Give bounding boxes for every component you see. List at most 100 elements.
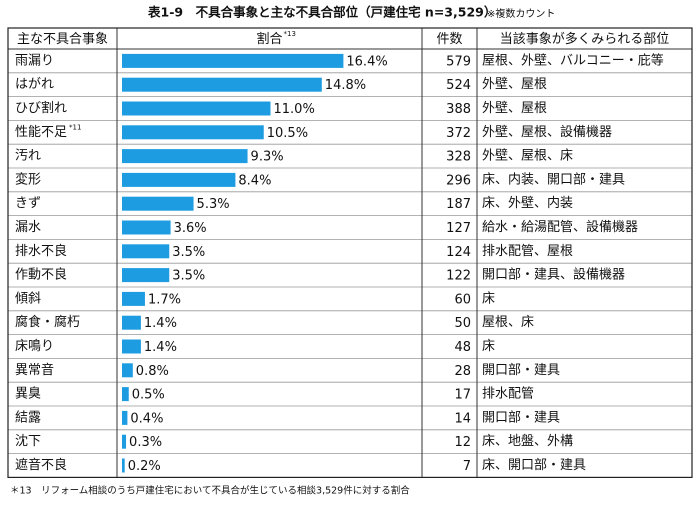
event: 雨漏り <box>15 52 54 68</box>
event: 結露 <box>15 410 41 425</box>
count: 579 <box>446 54 471 69</box>
event: ひび割れ <box>15 100 67 116</box>
column-header: 主な不具合事象 <box>17 32 108 47</box>
percent-label: 5.3% <box>197 197 230 212</box>
parts: 床 <box>482 291 495 306</box>
bar <box>122 363 133 378</box>
title: 表1-9 不具合事象と主な不具合部位（戸建住宅 n=3,529） <box>147 5 496 20</box>
percent-label: 1.7% <box>148 292 181 307</box>
parts: 排水配管、屋根 <box>482 244 573 259</box>
bar <box>122 315 141 330</box>
percent-label: 0.2% <box>128 459 161 474</box>
percent-label: 0.4% <box>130 411 163 426</box>
count: 50 <box>454 316 471 331</box>
parts: 床、地盤、外構 <box>482 434 573 449</box>
event: 作動不良 <box>15 267 67 283</box>
percent-label: 1.4% <box>144 340 177 355</box>
count: 28 <box>454 364 471 379</box>
bar <box>122 387 129 402</box>
parts: 開口部・建具 <box>482 363 560 378</box>
percent-label: 3.5% <box>172 269 205 284</box>
header-bg <box>8 28 692 49</box>
bar <box>122 434 127 449</box>
count: 14 <box>454 411 471 426</box>
parts: 開口部・建具 <box>482 410 560 425</box>
percent-label: 3.6% <box>174 221 207 236</box>
column-header: 割合 <box>256 31 282 47</box>
parts: 外壁、屋根 <box>482 101 547 116</box>
event: 排水不良 <box>15 243 67 259</box>
event: 汚れ <box>15 149 41 164</box>
parts: 屋根、床 <box>482 315 534 330</box>
percent-label: 1.4% <box>144 316 177 331</box>
column-header: 当該事象が多くみられる部位 <box>500 31 670 47</box>
bar <box>122 458 125 473</box>
event: きず <box>15 196 41 211</box>
count: 328 <box>446 150 471 165</box>
parts: 床、内装、開口部・建具 <box>482 171 625 187</box>
count: 122 <box>446 269 471 284</box>
count: 60 <box>454 292 471 307</box>
column-header: 件数 <box>436 32 462 47</box>
parts: 屋根、外壁、バルコニー・庇等 <box>482 52 664 68</box>
parts: 外壁、屋根、設備機器 <box>482 124 612 140</box>
event: はがれ <box>15 77 54 92</box>
count: 187 <box>446 197 471 212</box>
event: 沈下 <box>15 434 41 449</box>
percent-label: 0.8% <box>136 364 169 379</box>
bar <box>122 149 248 164</box>
parts: 排水配管 <box>482 387 534 402</box>
event: 異臭 <box>15 387 41 402</box>
bar <box>122 196 194 211</box>
percent-label: 9.3% <box>251 150 284 165</box>
bar <box>122 53 344 68</box>
event: 床鳴り <box>15 339 54 354</box>
count: 17 <box>454 388 471 403</box>
count: 48 <box>454 340 471 355</box>
count: 524 <box>446 78 471 93</box>
parts: 外壁、屋根、床 <box>482 149 573 164</box>
event: 変形 <box>15 171 41 187</box>
percent-label: 0.3% <box>129 435 162 450</box>
title-note: ※複数カウント <box>487 7 555 20</box>
event: 腐食・腐朽 <box>15 314 80 330</box>
parts: 外壁、屋根 <box>482 77 547 92</box>
footnote: ＊13 リフォーム相談のうち戸建住宅において不具合が生じている相談3,529件に… <box>10 485 410 497</box>
bar <box>122 125 264 140</box>
parts: 床 <box>482 339 495 354</box>
count: 388 <box>446 102 471 117</box>
bar <box>122 101 271 116</box>
parts: 開口部・建具、設備機器 <box>482 267 625 283</box>
count: 12 <box>454 435 471 450</box>
parts: 床、外壁、内装 <box>482 195 573 211</box>
event: 傾斜 <box>15 291 41 306</box>
bar <box>122 339 141 354</box>
bar <box>122 172 236 187</box>
count: 124 <box>446 245 471 260</box>
event: 異常音 <box>15 362 54 378</box>
bar <box>122 268 170 283</box>
bar <box>122 410 128 425</box>
percent-label: 11.0% <box>274 102 315 117</box>
parts: 給水・給湯配管、設備機器 <box>482 219 638 235</box>
percent-label: 8.4% <box>238 173 271 188</box>
percent-label: 16.4% <box>346 54 387 69</box>
event: 漏水 <box>15 219 41 235</box>
count: 7 <box>463 459 471 474</box>
count: 296 <box>446 173 471 188</box>
bar <box>122 291 145 306</box>
percent-label: 0.5% <box>132 388 165 403</box>
percent-label: 3.5% <box>172 245 205 260</box>
percent-label: 10.5% <box>267 126 308 141</box>
count: 127 <box>446 221 471 236</box>
column-note: *13 <box>284 30 296 38</box>
count: 372 <box>446 126 471 141</box>
bar <box>122 220 171 235</box>
bar <box>122 77 322 92</box>
table-border <box>7 27 693 478</box>
percent-label: 14.8% <box>325 78 366 93</box>
event: 性能不足 <box>15 125 67 140</box>
parts: 床、開口部・建具 <box>482 458 586 473</box>
bar <box>122 244 170 259</box>
